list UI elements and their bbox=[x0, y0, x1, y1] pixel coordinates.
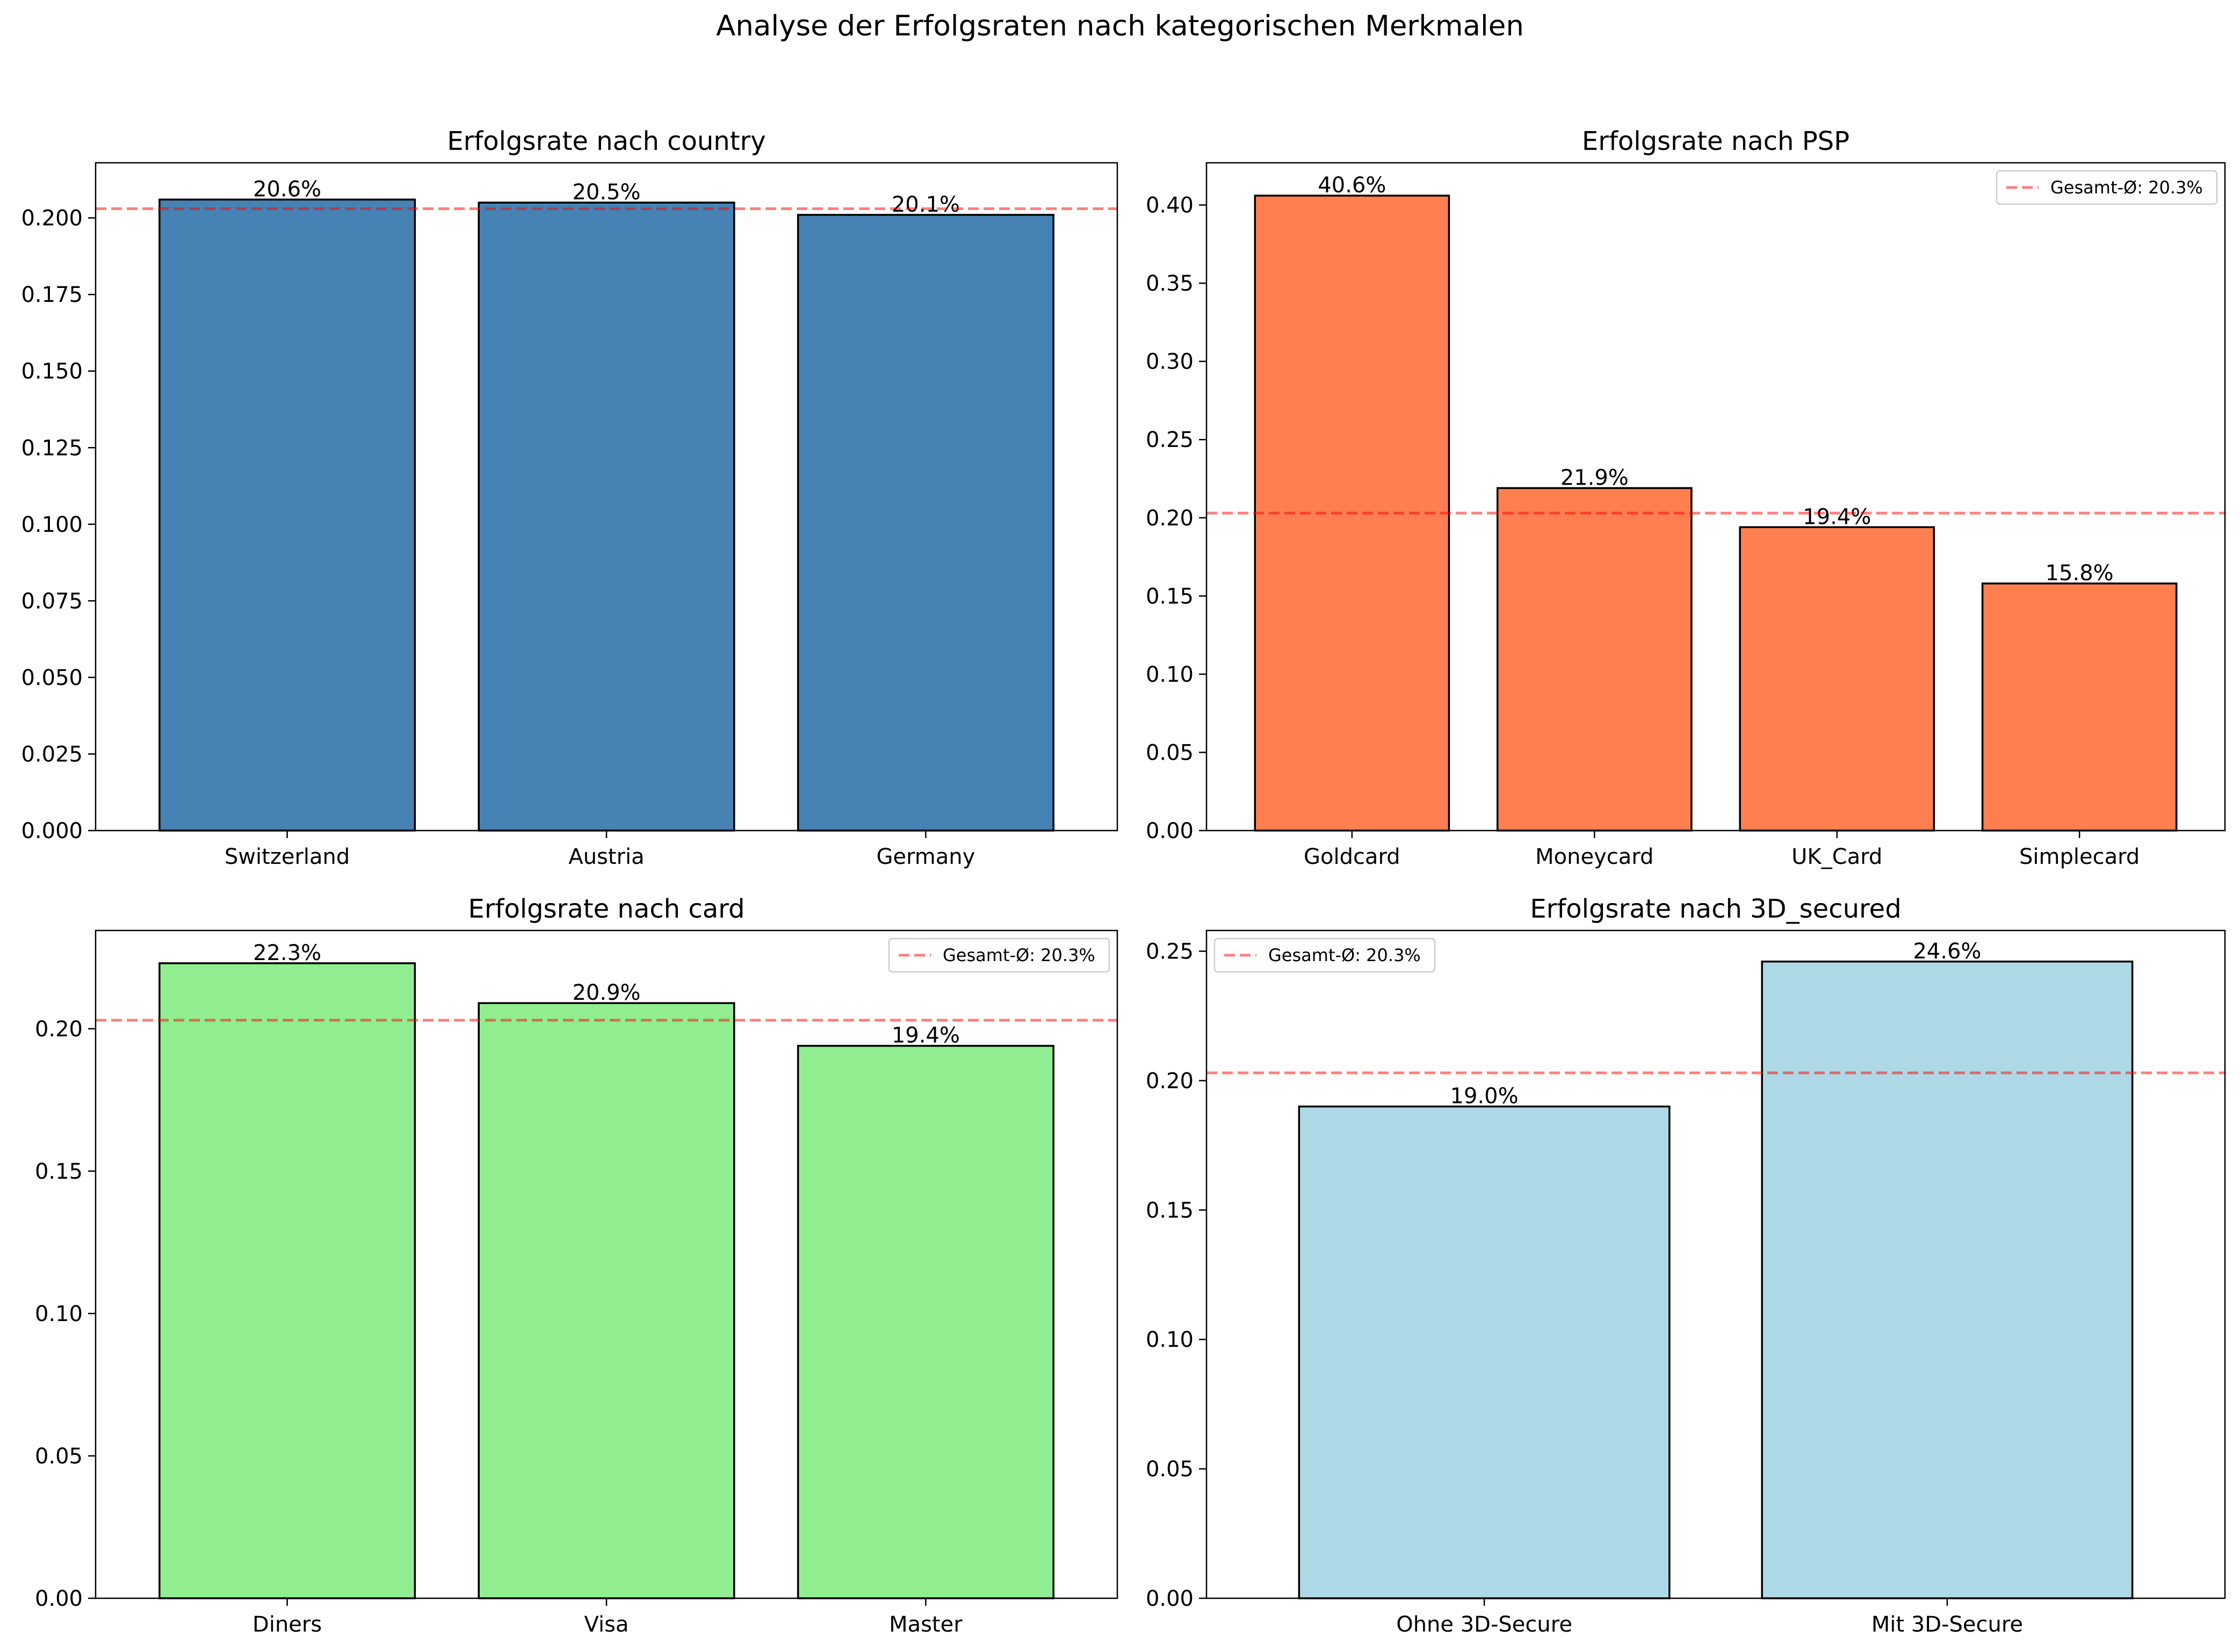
x-tick-label: Austria bbox=[568, 845, 644, 869]
y-tick-label: 0.15 bbox=[35, 1159, 83, 1184]
x-tick-label: Mit 3D-Secure bbox=[1872, 1612, 2023, 1637]
y-tick-label: 0.05 bbox=[1146, 740, 1194, 765]
data-label: 20.1% bbox=[892, 192, 960, 217]
subplot-1: 0.000 0.025 0.050 0.075 0.100 0.125 0.150 0.175… bbox=[21, 126, 1118, 869]
subplot-title: Erfolgsrate nach country bbox=[447, 126, 765, 156]
x-tick-label: Goldcard bbox=[1304, 845, 1400, 869]
bar bbox=[1761, 961, 2134, 1599]
bar bbox=[797, 214, 1054, 832]
y-tick-label: 0.100 bbox=[21, 513, 83, 537]
y-tick-label: 0.05 bbox=[1146, 1457, 1194, 1482]
figure-title: Analyse der Erfolgsraten nach kategorisc… bbox=[716, 10, 1524, 42]
legend-box bbox=[1996, 170, 2218, 205]
y-tick-label: 0.050 bbox=[21, 666, 83, 690]
data-label: 24.6% bbox=[1913, 939, 1981, 964]
legend-label: Gesamt-Ø: 20.3% bbox=[943, 945, 1095, 965]
y-tick-label: 0.10 bbox=[35, 1302, 83, 1326]
legend: Gesamt-Ø: 20.3% bbox=[1213, 937, 1436, 973]
y-tick-label: 0.025 bbox=[21, 742, 83, 767]
y-tick-label: 0.075 bbox=[21, 589, 83, 614]
data-label: 40.6% bbox=[1318, 173, 1386, 198]
axes-frame bbox=[1205, 162, 2226, 832]
legend-box bbox=[888, 937, 1110, 973]
bar bbox=[478, 1002, 735, 1599]
subplot-title: Erfolgsrate nach card bbox=[468, 894, 745, 924]
data-label: 19.4% bbox=[892, 1023, 960, 1048]
y-tick-label: 0.00 bbox=[35, 1586, 83, 1611]
y-tick-label: 0.00 bbox=[1146, 1586, 1194, 1611]
x-tick-label: Master bbox=[889, 1612, 963, 1637]
subplot-2: 0.00 0.05 0.10 0.15 0.20 0.25 0.30 0.35 0.40 Gold… bbox=[1146, 126, 2226, 869]
x-tick-label: Germany bbox=[876, 845, 975, 869]
y-tick-label: 0.175 bbox=[21, 283, 83, 307]
legend-label: Gesamt-Ø: 20.3% bbox=[2050, 177, 2203, 198]
x-tick-label: Ohne 3D-Secure bbox=[1396, 1612, 1572, 1637]
data-label: 21.9% bbox=[1560, 465, 1629, 490]
legend-label: Gesamt-Ø: 20.3% bbox=[1268, 945, 1421, 965]
x-tick-label: Visa bbox=[584, 1612, 629, 1637]
data-label: 20.9% bbox=[572, 980, 640, 1005]
axes-frame bbox=[1205, 929, 2226, 1599]
bar bbox=[1298, 1105, 1671, 1599]
y-tick-label: 0.20 bbox=[1146, 506, 1194, 531]
data-label: 19.4% bbox=[1803, 504, 1871, 529]
y-tick-label: 0.25 bbox=[1146, 940, 1194, 964]
y-tick-label: 0.125 bbox=[21, 436, 83, 460]
subplot-4: 0.00 0.05 0.10 0.15 0.20 0.25 Ohne 3D-Secure 19… bbox=[1146, 894, 2226, 1637]
legend-box bbox=[1213, 937, 1436, 973]
bar bbox=[158, 962, 416, 1599]
y-tick-label: 0.40 bbox=[1146, 193, 1194, 218]
data-label: 19.0% bbox=[1450, 1084, 1519, 1109]
x-tick-label: Simplecard bbox=[2019, 845, 2140, 869]
data-label: 20.5% bbox=[572, 180, 640, 205]
y-tick-label: 0.00 bbox=[1146, 819, 1194, 843]
y-tick-label: 0.10 bbox=[1146, 662, 1194, 687]
y-tick-label: 0.25 bbox=[1146, 428, 1194, 452]
bar bbox=[158, 198, 416, 832]
y-tick-label: 0.35 bbox=[1146, 271, 1194, 296]
y-tick-label: 0.15 bbox=[1146, 1198, 1194, 1223]
subplot-title: Erfolgsrate nach 3D_secured bbox=[1530, 894, 1901, 924]
subplot-title: Erfolgsrate nach PSP bbox=[1582, 126, 1849, 156]
y-tick-label: 0.20 bbox=[35, 1017, 83, 1042]
y-tick-label: 0.30 bbox=[1146, 350, 1194, 374]
y-tick-label: 0.15 bbox=[1146, 584, 1194, 609]
x-tick-label: Diners bbox=[252, 1612, 322, 1637]
axes-frame bbox=[95, 929, 1118, 1599]
bar bbox=[1981, 582, 2178, 832]
y-tick-label: 0.20 bbox=[1146, 1069, 1194, 1093]
data-label: 20.6% bbox=[253, 177, 321, 201]
y-tick-label: 0.05 bbox=[35, 1444, 83, 1469]
bar bbox=[478, 201, 735, 832]
legend: Gesamt-Ø: 20.3% bbox=[1996, 170, 2218, 205]
legend: Gesamt-Ø: 20.3% bbox=[888, 937, 1110, 973]
bar bbox=[1739, 526, 1935, 832]
x-tick-label: Moneycard bbox=[1535, 845, 1653, 869]
x-tick-label: Switzerland bbox=[225, 845, 350, 869]
axes-frame bbox=[95, 162, 1118, 832]
x-tick-label: UK_Card bbox=[1791, 845, 1882, 869]
bar bbox=[797, 1044, 1054, 1599]
y-tick-label: 0.200 bbox=[21, 206, 83, 231]
y-tick-label: 0.10 bbox=[1146, 1328, 1194, 1352]
subplot-3: 0.00 0.05 0.10 0.15 0.20 Diners 22.3% Visa 20.9%… bbox=[35, 894, 1118, 1637]
y-tick-label: 0.000 bbox=[21, 819, 83, 843]
data-label: 15.8% bbox=[2046, 561, 2114, 586]
data-label: 22.3% bbox=[253, 941, 321, 965]
y-tick-label: 0.150 bbox=[21, 359, 83, 384]
bar bbox=[1496, 487, 1693, 832]
